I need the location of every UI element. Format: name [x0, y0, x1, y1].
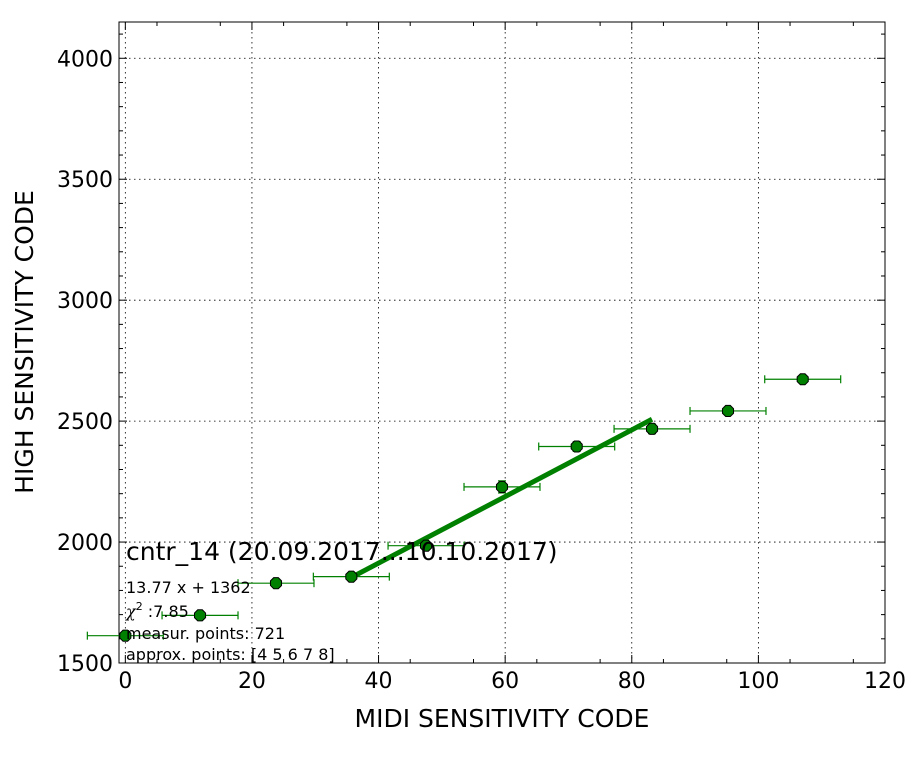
- x-tick-label: 20: [238, 669, 266, 694]
- x-tick-label: 60: [491, 669, 519, 694]
- x-tick-label: 80: [618, 669, 646, 694]
- annotation-approx-points: approx. points: [4 5 6 7 8]: [126, 645, 335, 664]
- annotation-title: cntr_14 (20.09.2017...10.10.2017): [126, 537, 558, 566]
- y-tick-label: 2500: [57, 410, 113, 435]
- fit-line-group: [350, 417, 654, 580]
- annotation-equation: 13.77 x + 1362: [126, 578, 251, 597]
- minor-ticks: [119, 22, 886, 664]
- fit-line: [350, 417, 654, 580]
- data-point: [269, 577, 283, 590]
- grid: [119, 22, 885, 663]
- data-point: [193, 609, 207, 622]
- y-tick-label: 1500: [57, 652, 113, 677]
- y-tick-labels: 1500 2000 2500 3000 3500 4000: [57, 47, 113, 677]
- chi2-symbol: χ: [125, 602, 137, 621]
- data-point: [119, 629, 132, 642]
- y-tick-label: 4000: [57, 47, 113, 72]
- x-tick-labels: 0 20 40 60 80 100 120: [118, 669, 906, 694]
- y-tick-label: 3500: [57, 168, 113, 193]
- chi2-superscript: 2: [136, 600, 143, 613]
- data-points: [119, 373, 809, 642]
- x-tick-label: 120: [864, 669, 906, 694]
- y-tick-label: 2000: [57, 531, 113, 556]
- data-point: [721, 404, 735, 417]
- annotation-measur-points: measur. points: 721: [126, 624, 285, 643]
- x-axis-label: MIDI SENSITIVITY CODE: [355, 704, 650, 733]
- x-tick-label: 0: [118, 669, 132, 694]
- data-point: [570, 440, 583, 453]
- chi2-value: :7.85: [143, 602, 189, 621]
- plot-frame: [118, 21, 886, 664]
- data-point: [796, 373, 809, 386]
- data-point: [495, 480, 509, 493]
- data-point: [345, 570, 358, 583]
- data-point: [419, 539, 433, 552]
- data-point: [645, 422, 659, 435]
- y-axis-label: HIGH SENSITIVITY CODE: [10, 190, 39, 494]
- x-tick-label: 100: [737, 669, 779, 694]
- annotation-chi2: χ2 :7.85: [125, 600, 189, 621]
- x-tick-label: 40: [365, 669, 393, 694]
- y-tick-label: 3000: [57, 289, 113, 314]
